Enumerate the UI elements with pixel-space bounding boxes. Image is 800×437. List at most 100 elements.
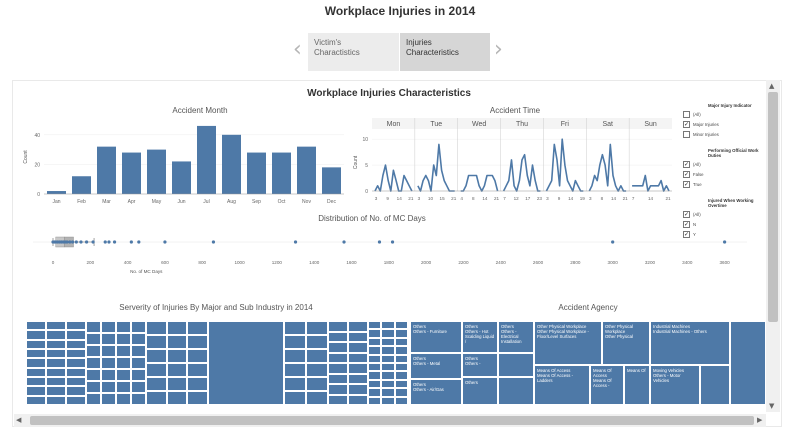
vertical-scrollbar-thumb[interactable]	[768, 92, 778, 322]
treemap-cell[interactable]: Others Others - Hot Scalding Liquid /	[462, 321, 498, 353]
treemap-cell[interactable]	[187, 349, 208, 363]
treemap-cell[interactable]	[394, 321, 408, 330]
treemap-cell[interactable]	[368, 396, 382, 405]
treemap-cell[interactable]	[381, 363, 395, 372]
treemap-cell[interactable]	[101, 321, 116, 333]
filter-option[interactable]: (All)	[678, 111, 768, 121]
treemap-cell[interactable]	[381, 396, 395, 405]
treemap-cell[interactable]	[116, 381, 131, 393]
treemap-cell[interactable]	[131, 381, 146, 393]
treemap-cell[interactable]	[131, 321, 146, 333]
treemap-cell[interactable]	[101, 345, 116, 357]
treemap-cell[interactable]	[146, 349, 167, 363]
treemap-cell[interactable]	[368, 363, 382, 372]
tab-injuries-characteristics[interactable]: Injuries Characteristics	[400, 33, 490, 71]
treemap-cell[interactable]	[381, 379, 395, 389]
treemap-cell[interactable]	[166, 335, 188, 349]
treemap-cell[interactable]	[498, 377, 534, 405]
checkbox[interactable]	[683, 131, 690, 139]
treemap-cell[interactable]	[368, 329, 382, 338]
treemap-cell[interactable]	[66, 386, 86, 396]
treemap-cell[interactable]	[101, 357, 116, 369]
treemap-cell[interactable]: Others	[462, 377, 498, 405]
treemap-cell[interactable]	[131, 357, 146, 369]
treemap-cell[interactable]	[328, 384, 348, 395]
checkbox[interactable]: ✓	[683, 121, 690, 129]
treemap-cell[interactable]	[101, 333, 116, 345]
treemap-cell[interactable]	[306, 363, 328, 377]
treemap-cell[interactable]	[348, 363, 368, 374]
treemap-cell[interactable]	[46, 339, 66, 349]
checkbox[interactable]	[683, 111, 690, 119]
treemap-cell[interactable]	[348, 331, 368, 342]
treemap-cell[interactable]	[187, 391, 208, 405]
treemap-cell[interactable]	[284, 321, 306, 335]
treemap-cell[interactable]	[131, 369, 146, 381]
treemap-cell[interactable]: Means Of Access Means Of Access - Ladders	[534, 365, 590, 405]
treemap-cell[interactable]	[166, 391, 188, 405]
filter-option[interactable]: ✓ True	[678, 181, 768, 191]
treemap-cell[interactable]	[348, 373, 368, 384]
treemap-cell[interactable]	[368, 321, 382, 330]
treemap-cell[interactable]	[26, 321, 46, 331]
treemap-cell[interactable]	[284, 377, 306, 391]
treemap-cell[interactable]	[348, 352, 368, 363]
treemap-cell[interactable]	[66, 395, 86, 405]
treemap-cell[interactable]	[66, 339, 86, 349]
treemap-cell[interactable]	[26, 339, 46, 349]
filter-option[interactable]: ✓ N	[678, 221, 768, 231]
treemap-cell[interactable]	[86, 321, 101, 333]
treemap-cell[interactable]	[116, 333, 131, 345]
checkbox[interactable]: ✓	[683, 231, 690, 239]
treemap-cell[interactable]	[101, 381, 116, 393]
treemap-cell[interactable]	[26, 395, 46, 405]
treemap-cell[interactable]	[730, 321, 766, 405]
treemap-cell[interactable]	[26, 358, 46, 368]
treemap-cell[interactable]	[146, 335, 167, 349]
treemap-cell[interactable]	[368, 388, 382, 397]
filter-option[interactable]: ✓ False	[678, 171, 768, 181]
treemap-cell[interactable]	[381, 321, 395, 330]
filter-option[interactable]: Minor Injuries	[678, 131, 768, 141]
filter-option[interactable]: ✓ Y	[678, 231, 768, 241]
treemap-cell[interactable]	[46, 367, 66, 377]
treemap-cell[interactable]	[187, 335, 208, 349]
treemap-cell[interactable]	[187, 377, 208, 391]
treemap-cell[interactable]: Industrial Machines Industrial Machines -…	[650, 321, 730, 365]
scroll-up-icon[interactable]: ▲	[769, 82, 775, 90]
treemap-cell[interactable]: Others Others - Furniture	[410, 321, 462, 353]
treemap-cell[interactable]	[101, 393, 116, 405]
treemap-cell[interactable]	[131, 333, 146, 345]
treemap-cell[interactable]	[328, 363, 348, 374]
treemap-cell[interactable]	[348, 384, 368, 395]
filter-option[interactable]: ✓ (All)	[678, 161, 768, 171]
treemap-cell[interactable]	[348, 394, 368, 405]
treemap-cell[interactable]	[86, 393, 101, 405]
treemap-cell[interactable]	[116, 393, 131, 405]
treemap-cell[interactable]	[46, 377, 66, 387]
treemap-cell[interactable]: Others Others - Metal	[410, 353, 462, 379]
treemap-cell[interactable]: Means Of Access Means Of Access -	[590, 365, 624, 405]
treemap-cell[interactable]	[368, 346, 382, 355]
treemap-cell[interactable]: Others Others - Air/Gas	[410, 379, 462, 405]
treemap-cell[interactable]	[284, 363, 306, 377]
treemap-cell[interactable]	[116, 357, 131, 369]
treemap-cell[interactable]	[306, 391, 328, 405]
treemap-cell[interactable]	[394, 363, 408, 372]
treemap-cell[interactable]	[66, 377, 86, 387]
treemap-cell[interactable]	[46, 349, 66, 359]
treemap-cell[interactable]: Other Physical Workplace Other Physical	[602, 321, 650, 365]
treemap-cell[interactable]	[328, 342, 348, 353]
treemap-cell[interactable]	[381, 371, 395, 380]
treemap-cell[interactable]	[328, 394, 348, 405]
treemap-cell[interactable]	[394, 371, 408, 380]
treemap-cell[interactable]	[284, 391, 306, 405]
checkbox[interactable]: ✓	[683, 221, 690, 229]
treemap-cell[interactable]	[348, 321, 368, 332]
treemap-cell[interactable]	[86, 345, 101, 357]
treemap-cell[interactable]	[368, 379, 382, 389]
treemap-cell[interactable]	[394, 388, 408, 397]
treemap-cell[interactable]	[368, 354, 382, 363]
checkbox[interactable]: ✓	[683, 171, 690, 179]
treemap-cell[interactable]	[498, 353, 534, 377]
